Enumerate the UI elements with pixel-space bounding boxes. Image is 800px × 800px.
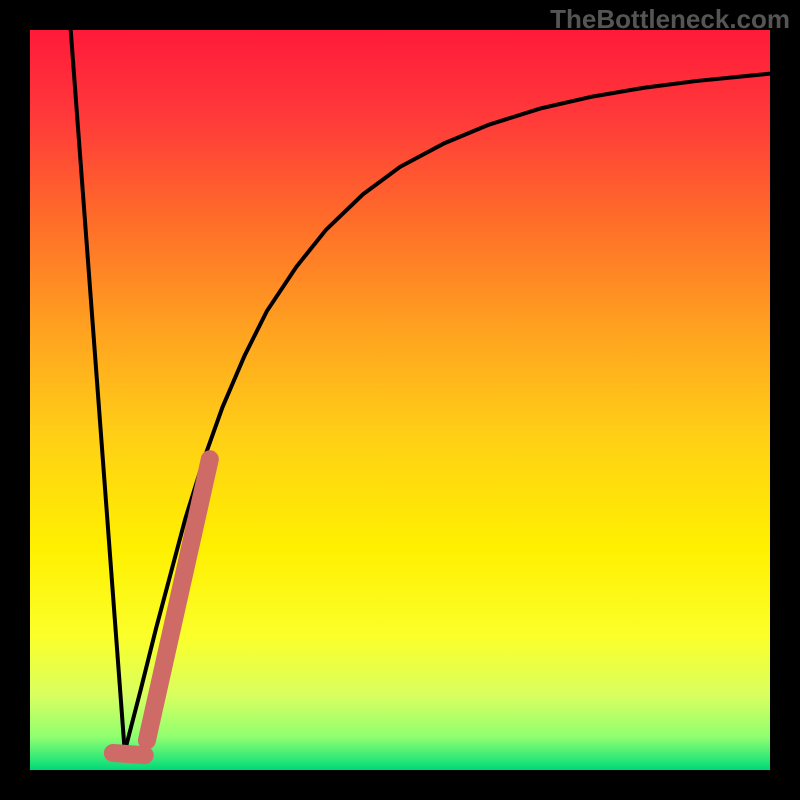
bottleneck-chart [0, 0, 800, 800]
highlight-segment-bottom [113, 753, 145, 755]
watermark-text: TheBottleneck.com [550, 4, 790, 35]
plot-gradient-background [30, 30, 770, 770]
chart-container: TheBottleneck.com [0, 0, 800, 800]
